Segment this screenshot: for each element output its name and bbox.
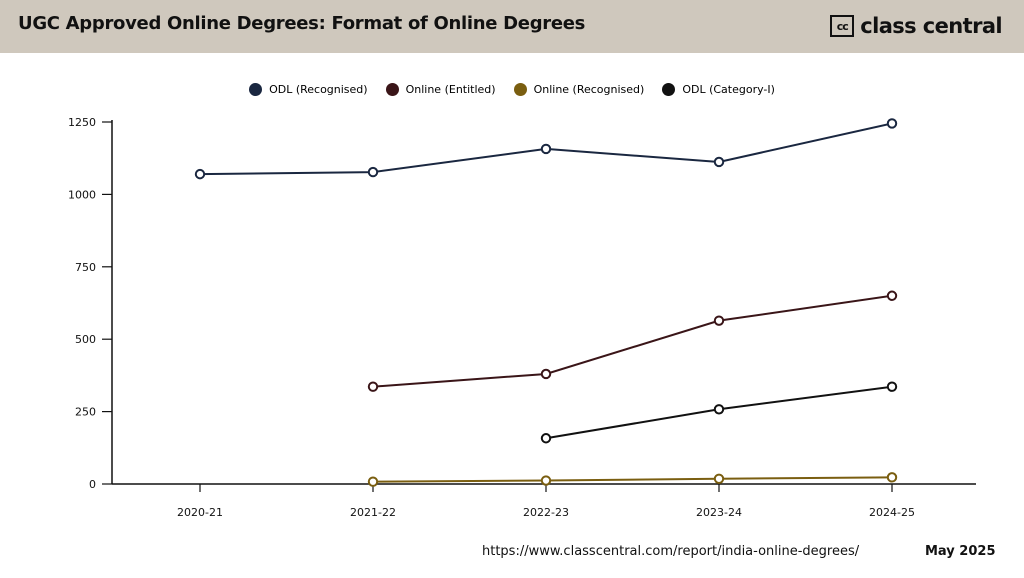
y-tick-label: 1000 (68, 188, 96, 201)
legend-swatch (662, 83, 676, 96)
brand-name: class central (860, 14, 1002, 38)
data-point (713, 315, 725, 326)
legend-item-online-entitled[interactable]: Online (Entitled) (385, 83, 496, 96)
legend-label: Online (Entitled) (405, 83, 496, 96)
data-point (367, 166, 379, 178)
legend-item-odl-category-i[interactable]: ODL (Category-I) (662, 83, 775, 96)
x-tick-label: 2020-21 (177, 506, 223, 519)
x-tick-label: 2023-24 (696, 506, 742, 519)
data-point (367, 381, 379, 392)
data-point (540, 143, 552, 155)
legend-swatch (513, 83, 527, 96)
series-line-2 (372, 476, 893, 483)
data-point (886, 290, 898, 301)
x-tick-label: 2024-25 (869, 506, 915, 519)
data-point (367, 476, 379, 487)
x-tick-label: 2021-22 (350, 506, 396, 519)
data-point (886, 381, 898, 392)
data-point (540, 368, 552, 380)
class-central-logo-icon: cc (830, 15, 855, 37)
legend-item-online-recognised[interactable]: Online (Recognised) (513, 83, 645, 96)
page-title: UGC Approved Online Degrees: Format of O… (18, 13, 586, 34)
data-point (713, 156, 725, 168)
legend-swatch (249, 83, 263, 96)
y-tick-label: 0 (89, 478, 96, 491)
header-bar: UGC Approved Online Degrees: Format of O… (0, 0, 1024, 53)
data-point (194, 168, 206, 180)
data-point (886, 118, 898, 129)
data-point (540, 475, 552, 486)
data-point (713, 473, 725, 484)
legend-label: ODL (Category-I) (682, 83, 775, 96)
publish-date: May 2025 (925, 544, 996, 559)
y-tick-label: 1250 (68, 116, 96, 129)
source-url[interactable]: https://www.classcentral.com/report/indi… (482, 544, 860, 559)
data-point (713, 404, 725, 415)
data-point (540, 433, 552, 444)
legend-item-odl-recognised[interactable]: ODL (Recognised) (249, 83, 368, 96)
y-tick-label: 250 (75, 406, 96, 419)
series-line-1 (372, 294, 893, 388)
brand-logo[interactable]: cc class central (830, 11, 1003, 41)
legend-swatch (385, 83, 399, 96)
chart-legend: ODL (Recognised) Online (Entitled) Onlin… (0, 83, 1024, 96)
y-tick-label: 750 (75, 261, 96, 274)
legend-label: Online (Recognised) (533, 83, 645, 96)
x-tick-label: 2022-23 (523, 506, 569, 519)
y-tick-label: 500 (75, 333, 96, 346)
legend-label: ODL (Recognised) (269, 83, 368, 96)
data-point (886, 472, 898, 483)
